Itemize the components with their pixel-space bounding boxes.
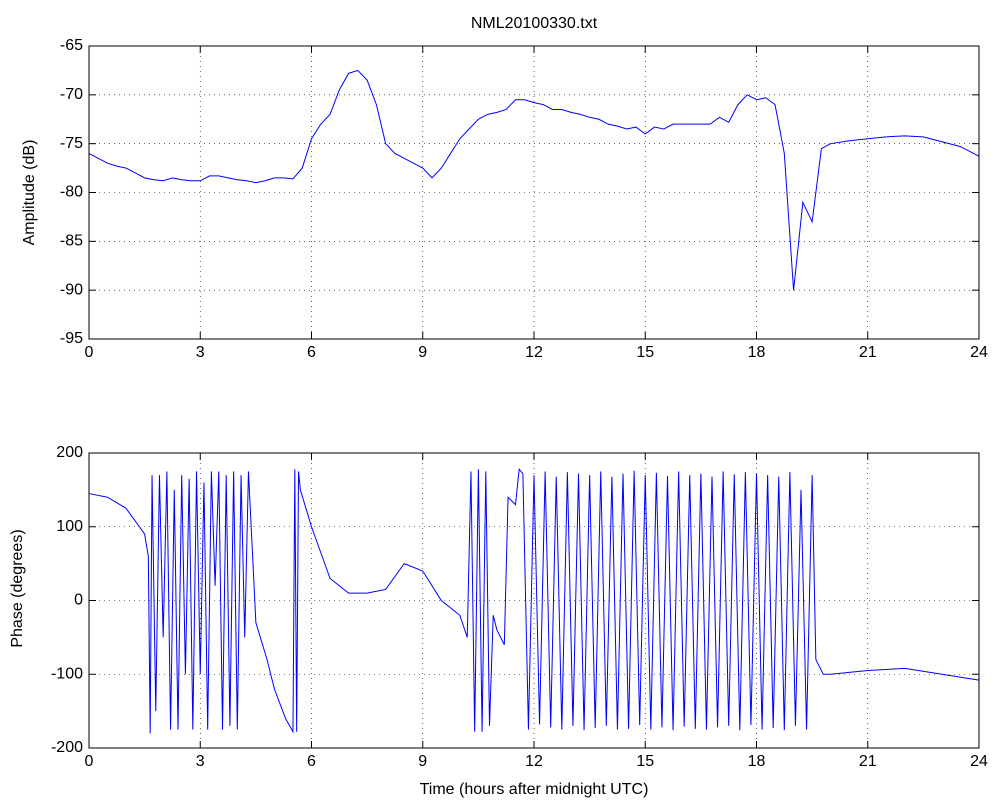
data-line <box>88 69 980 291</box>
x-tick-label: 24 <box>970 753 988 770</box>
x-tick-label: 21 <box>859 753 877 770</box>
y-axis-label: Phase (degrees) <box>9 529 26 647</box>
y-tick-label: 200 <box>56 444 83 461</box>
x-tick-label: 18 <box>748 753 766 770</box>
axes-box <box>88 452 980 749</box>
y-tick-label: -95 <box>60 330 83 347</box>
y-tick-label: -70 <box>60 86 83 103</box>
x-tick-label: 21 <box>859 344 877 361</box>
x-tick-label: 3 <box>196 344 205 361</box>
y-tick-label: -80 <box>60 184 83 201</box>
axes-box <box>88 45 980 340</box>
x-tick-label: 6 <box>307 344 316 361</box>
x-tick-label: 24 <box>970 344 988 361</box>
chart-title: NML20100330.txt <box>471 15 598 32</box>
x-tick-label: 15 <box>636 753 654 770</box>
x-tick-label: 12 <box>525 753 543 770</box>
x-tick-label: 18 <box>748 344 766 361</box>
x-tick-label: 9 <box>418 344 427 361</box>
x-tick-label: 0 <box>85 753 94 770</box>
x-tick-label: 9 <box>418 753 427 770</box>
y-tick-label: -85 <box>60 233 83 250</box>
y-tick-label: -90 <box>60 281 83 298</box>
data-line <box>88 468 980 734</box>
y-axis-label: Amplitude (dB) <box>21 140 38 246</box>
x-tick-label: 12 <box>525 344 543 361</box>
y-tick-label: 100 <box>56 518 83 535</box>
x-tick-label: 6 <box>307 753 316 770</box>
x-tick-label: 0 <box>85 344 94 361</box>
x-tick-label: 15 <box>636 344 654 361</box>
y-tick-label: -65 <box>60 37 83 54</box>
y-tick-label: 0 <box>74 592 83 609</box>
y-tick-label: -75 <box>60 135 83 152</box>
y-tick-label: -200 <box>51 739 83 756</box>
y-tick-label: -100 <box>51 665 83 682</box>
x-axis-label: Time (hours after midnight UTC) <box>420 781 649 798</box>
x-tick-label: 3 <box>196 753 205 770</box>
